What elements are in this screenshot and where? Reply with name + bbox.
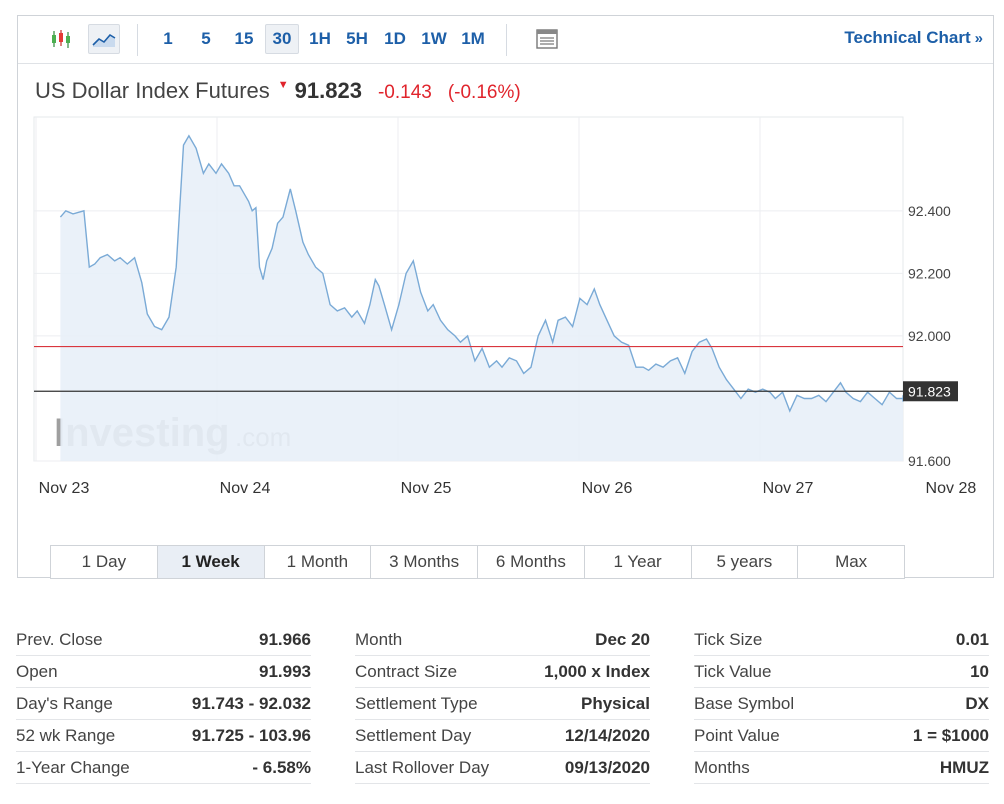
stat-label: Contract Size	[355, 661, 458, 681]
stat-row: Last Rollover Day 09/13/2020	[355, 752, 650, 784]
y-tick-label: 92.200	[908, 265, 951, 281]
stat-row: Month Dec 20	[355, 624, 650, 656]
x-tick-label: Nov 27	[763, 480, 814, 497]
last-price-tag	[903, 381, 958, 402]
technical-chart-label: Technical Chart	[844, 28, 971, 47]
interval-1d-button[interactable]: 1D	[384, 29, 406, 48]
stat-label: 52 wk Range	[16, 725, 116, 745]
stat-label: 1-Year Change	[16, 757, 130, 777]
stat-value: 09/13/2020	[564, 757, 650, 777]
range-6-months-button[interactable]: 6 Months	[478, 546, 585, 578]
technical-chart-link[interactable]: Technical Chart»	[844, 28, 983, 48]
range-1-week-button[interactable]: 1 Week	[157, 546, 265, 578]
stat-row: Open 91.993	[16, 656, 311, 688]
stat-label: Base Symbol	[694, 693, 795, 713]
stat-value: Physical	[581, 693, 650, 713]
price-area-fill	[60, 135, 903, 462]
price-change-percent: (-0.16%)	[447, 82, 521, 103]
stat-value: - 6.58%	[252, 757, 311, 777]
stat-row: Months HMUZ	[694, 752, 989, 784]
range-max-button[interactable]: Max	[798, 546, 904, 578]
stat-row: Settlement Type Physical	[355, 688, 650, 720]
interval-15-button[interactable]: 15	[234, 29, 254, 48]
stat-value: HMUZ	[939, 757, 989, 777]
instrument-name: US Dollar Index Futures	[35, 78, 270, 103]
stat-value: 1,000 x Index	[544, 661, 650, 681]
stat-row: Contract Size 1,000 x Index	[355, 656, 650, 688]
table-icon[interactable]	[531, 24, 563, 54]
stat-value: Dec 20	[595, 629, 650, 649]
candlestick-icon[interactable]	[45, 24, 77, 54]
stat-label: Settlement Day	[355, 725, 472, 745]
stat-row: Day's Range 91.743 - 92.032	[16, 688, 311, 720]
stat-value: 12/14/2020	[564, 725, 650, 745]
interval-5-button[interactable]: 5	[201, 29, 211, 48]
stat-value: 91.743 - 92.032	[191, 693, 311, 713]
stat-label: Months	[694, 757, 750, 777]
stat-row: 1-Year Change - 6.58%	[16, 752, 311, 784]
y-tick-label: 92.000	[908, 328, 951, 344]
range-1-day-button[interactable]: 1 Day	[51, 546, 158, 578]
x-tick-label: Nov 23	[39, 480, 90, 497]
range-3-months-button[interactable]: 3 Months	[371, 546, 478, 578]
stat-row: Settlement Day 12/14/2020	[355, 720, 650, 752]
stat-label: Tick Size	[694, 629, 763, 649]
last-price: 91.823	[294, 78, 362, 103]
interval-1h-button[interactable]: 1H	[309, 29, 331, 48]
stat-label: Settlement Type	[355, 693, 478, 713]
range-5-years-button[interactable]: 5 years	[691, 546, 799, 578]
y-tick-label: 91.600	[908, 453, 951, 469]
toolbar-separator	[506, 24, 507, 56]
stat-row: Tick Size 0.01	[694, 624, 989, 656]
interval-1m-button[interactable]: 1M	[461, 29, 485, 48]
price-chart[interactable]: Investing.com91.82392.40092.20092.00091.…	[18, 16, 993, 536]
stat-row: Base Symbol DX	[694, 688, 989, 720]
stat-label: Prev. Close	[16, 629, 103, 649]
x-tick-label: Nov 26	[582, 480, 633, 497]
stat-value: 10	[970, 661, 989, 681]
interval-1w-button[interactable]: 1W	[421, 29, 447, 48]
x-tick-label: Nov 28	[926, 480, 977, 497]
last-price-tag-label: 91.823	[908, 383, 951, 399]
interval-30-button[interactable]: 30	[265, 24, 299, 54]
stat-row: Prev. Close 91.966	[16, 624, 311, 656]
instrument-header: US Dollar Index Futures ▼ 91.823 -0.143 …	[35, 78, 521, 108]
range-1-year-button[interactable]: 1 Year	[584, 546, 692, 578]
stat-row: Point Value 1 = $1000	[694, 720, 989, 752]
double-chevron-right-icon: »	[974, 30, 983, 47]
toolbar-separator	[137, 24, 138, 56]
price-series-line	[59, 134, 904, 413]
stat-value: 91.966	[259, 629, 311, 649]
stat-value: 0.01	[955, 629, 989, 649]
interval-1-button[interactable]: 1	[163, 29, 173, 48]
stat-value: 91.993	[259, 661, 311, 681]
stat-label: Day's Range	[16, 693, 113, 713]
stat-value: 91.725 - 103.96	[191, 725, 311, 745]
stat-label: Open	[16, 661, 58, 681]
price-change: -0.143	[377, 82, 432, 103]
down-arrow-icon: ▼	[277, 79, 289, 91]
stat-label: Point Value	[694, 725, 780, 745]
x-tick-label: Nov 24	[220, 480, 271, 497]
stats-column-2: Month Dec 20 Contract Size 1,000 x Index S…	[355, 624, 650, 784]
interval-5h-button[interactable]: 5H	[346, 29, 368, 48]
stat-row: 52 wk Range 91.725 - 103.96	[16, 720, 311, 752]
time-range-selector: 1 Day 1 Week 1 Month 3 Months 6 Months 1…	[50, 545, 905, 579]
x-tick-label: Nov 25	[401, 480, 452, 497]
chart-toolbar: 1 5 15 30 1H 5H 1D 1W 1M Technical Chart…	[18, 16, 993, 64]
stat-label: Tick Value	[694, 661, 772, 681]
stat-row: Tick Value 10	[694, 656, 989, 688]
stats-column-1: Prev. Close 91.966 Open 91.993 Day's Range…	[16, 624, 311, 784]
range-1-month-button[interactable]: 1 Month	[264, 546, 372, 578]
stat-value: 1 = $1000	[912, 725, 989, 745]
area-chart-icon[interactable]	[88, 24, 120, 54]
stats-column-3: Tick Size 0.01 Tick Value 10 Base Symbol DX…	[694, 624, 989, 784]
stat-label: Month	[355, 629, 403, 649]
y-tick-label: 92.400	[908, 203, 951, 219]
stat-label: Last Rollover Day	[355, 757, 490, 777]
chart-widget: 1 5 15 30 1H 5H 1D 1W 1M Technical Chart…	[17, 15, 994, 579]
stat-value: DX	[965, 693, 989, 713]
